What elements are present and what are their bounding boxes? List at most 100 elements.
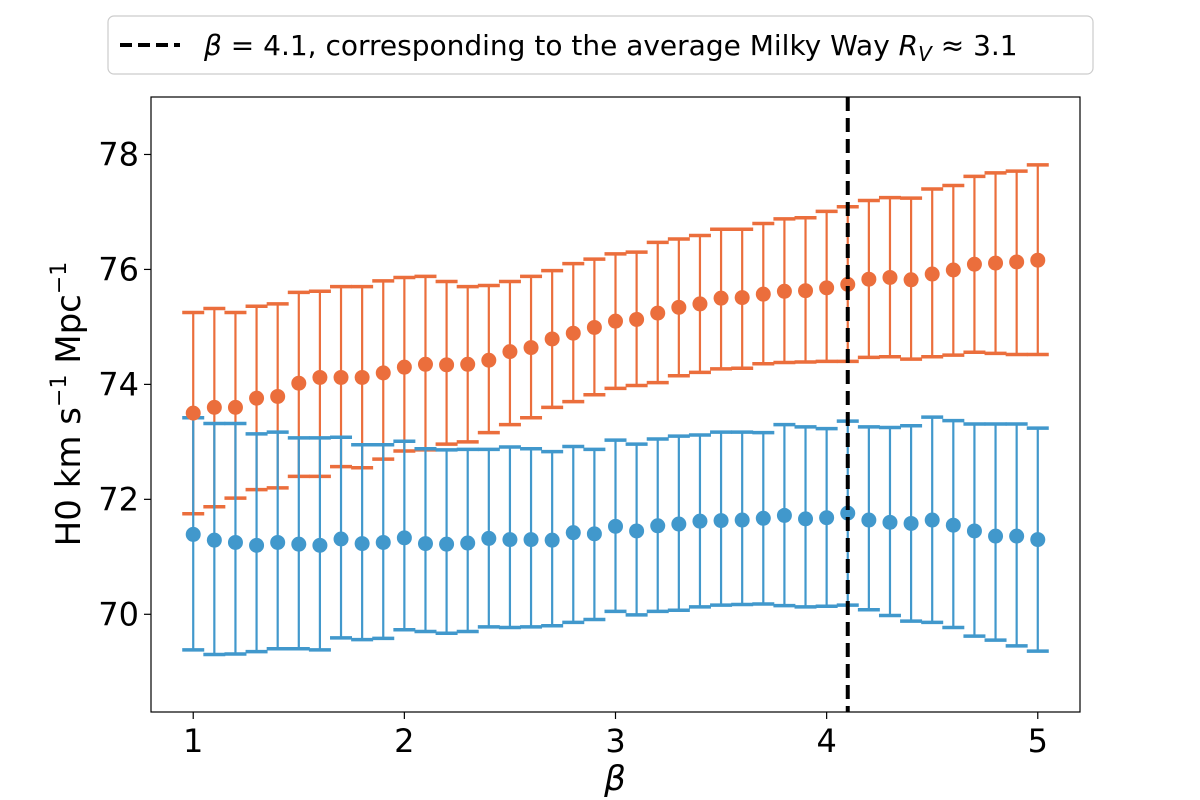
point-orange-13 <box>460 356 476 372</box>
point-blue-8 <box>354 536 370 552</box>
x-tick-label-3: 3 <box>605 722 625 760</box>
point-orange-23 <box>671 299 687 315</box>
point-orange-6 <box>312 369 328 385</box>
point-blue-19 <box>586 526 602 542</box>
x-tick-label-1: 1 <box>183 722 203 760</box>
point-blue-29 <box>798 511 814 527</box>
point-orange-26 <box>734 290 750 306</box>
point-blue-12 <box>439 536 455 552</box>
point-blue-34 <box>903 515 919 531</box>
point-orange-24 <box>692 296 708 312</box>
point-orange-16 <box>523 340 539 356</box>
point-blue-14 <box>481 530 497 546</box>
point-orange-11 <box>417 356 433 372</box>
point-orange-12 <box>439 357 455 373</box>
point-orange-32 <box>861 271 877 287</box>
point-blue-35 <box>924 512 940 528</box>
point-blue-30 <box>819 510 835 526</box>
point-blue-36 <box>945 517 961 533</box>
point-blue-18 <box>565 525 581 541</box>
point-blue-1 <box>206 532 222 548</box>
point-blue-28 <box>776 507 792 523</box>
point-blue-24 <box>692 513 708 529</box>
point-blue-32 <box>861 512 877 528</box>
point-blue-33 <box>882 514 898 530</box>
point-blue-0 <box>185 526 201 542</box>
point-blue-25 <box>713 513 729 529</box>
point-orange-1 <box>206 399 222 415</box>
point-blue-2 <box>227 534 243 550</box>
point-blue-22 <box>650 518 666 534</box>
point-orange-28 <box>776 283 792 299</box>
point-orange-15 <box>502 344 518 360</box>
legend-box <box>107 15 1094 75</box>
point-blue-27 <box>755 510 771 526</box>
point-blue-21 <box>629 523 645 539</box>
legend-label: β = 4.1, corresponding to the average Mi… <box>203 29 1018 66</box>
point-orange-8 <box>354 369 370 385</box>
point-blue-23 <box>671 516 687 532</box>
point-orange-37 <box>966 256 982 272</box>
legend: β = 4.1, corresponding to the average Mi… <box>107 15 1094 75</box>
point-orange-2 <box>227 399 243 415</box>
point-orange-3 <box>249 390 265 406</box>
point-orange-4 <box>270 388 286 404</box>
point-blue-20 <box>608 518 623 534</box>
point-blue-40 <box>1030 532 1046 548</box>
point-blue-17 <box>544 532 560 548</box>
point-blue-26 <box>734 512 750 528</box>
point-orange-17 <box>544 331 560 347</box>
point-blue-9 <box>375 534 391 550</box>
y-axis-label: H0 km s−1 Mpc−1 <box>47 262 89 547</box>
point-blue-15 <box>502 532 518 548</box>
point-orange-34 <box>903 272 919 288</box>
point-orange-35 <box>924 266 940 282</box>
point-orange-36 <box>945 262 961 278</box>
point-orange-38 <box>988 255 1004 271</box>
point-orange-31 <box>840 276 856 292</box>
point-blue-13 <box>460 535 476 551</box>
y-tick-label-70: 70 <box>98 595 139 633</box>
y-tick-label-76: 76 <box>98 250 139 288</box>
y-axis-ticks: 70 72 74 76 78 <box>98 135 151 633</box>
x-axis-label: β <box>603 759 626 799</box>
point-orange-39 <box>1009 254 1025 270</box>
point-orange-18 <box>565 325 581 341</box>
point-blue-31 <box>840 505 856 521</box>
y-tick-label-78: 78 <box>98 135 139 173</box>
x-tick-label-5: 5 <box>1028 722 1048 760</box>
point-orange-40 <box>1030 252 1046 268</box>
x-tick-label-2: 2 <box>394 722 414 760</box>
point-orange-29 <box>798 283 814 299</box>
point-blue-16 <box>523 532 539 548</box>
point-orange-19 <box>586 319 602 335</box>
x-axis-ticks: 1 2 3 4 5 <box>183 712 1048 760</box>
data-points <box>185 252 1046 553</box>
error-bars <box>182 163 1049 657</box>
x-tick-label-4: 4 <box>816 722 836 760</box>
point-orange-9 <box>375 365 391 381</box>
point-blue-5 <box>291 536 307 552</box>
point-orange-5 <box>291 375 307 391</box>
y-tick-label-74: 74 <box>98 365 139 403</box>
point-blue-38 <box>988 528 1004 544</box>
point-blue-10 <box>396 530 412 546</box>
point-blue-7 <box>333 531 349 547</box>
point-blue-11 <box>417 536 433 552</box>
point-blue-3 <box>249 537 265 553</box>
point-orange-0 <box>185 405 201 421</box>
point-orange-14 <box>481 352 497 368</box>
point-blue-37 <box>966 523 982 539</box>
point-orange-30 <box>819 280 835 296</box>
point-orange-27 <box>755 286 771 302</box>
point-orange-22 <box>650 305 666 321</box>
point-blue-6 <box>312 537 328 553</box>
point-orange-21 <box>629 311 645 327</box>
y-tick-label-72: 72 <box>98 480 139 518</box>
point-orange-25 <box>713 290 729 306</box>
point-blue-39 <box>1009 528 1025 544</box>
point-blue-4 <box>270 534 286 550</box>
point-orange-10 <box>396 359 412 375</box>
point-orange-20 <box>608 313 623 329</box>
